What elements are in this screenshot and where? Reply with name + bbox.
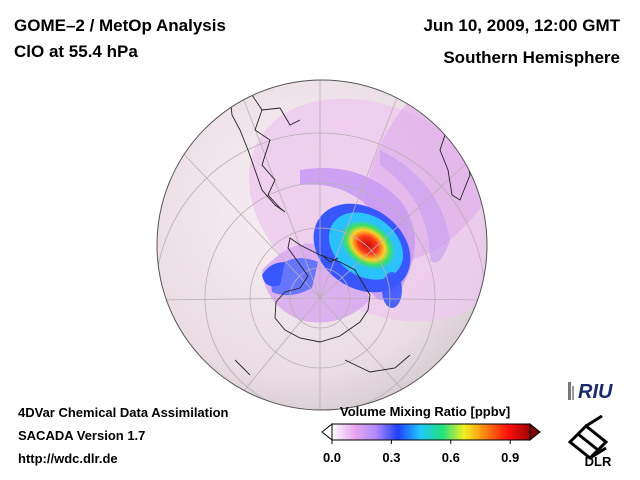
footer-line-1: 4DVar Chemical Data Assimilation xyxy=(18,405,229,420)
globe-outline xyxy=(156,79,488,411)
date-label: Jun 10, 2009, 12:00 GMT xyxy=(423,16,620,35)
colorbar-tick-label: 0.0 xyxy=(323,450,341,465)
title-line-2: ClO at 55.4 hPa xyxy=(14,42,138,61)
riu-logo: RIU xyxy=(568,381,613,403)
footer-line-3: http://wdc.dlr.de xyxy=(18,451,118,466)
colorbar-high-arrow xyxy=(529,422,541,442)
dlr-logo: DLR xyxy=(567,414,612,468)
colorbar-low-arrow xyxy=(321,422,333,442)
colorbar-tick-label: 0.9 xyxy=(501,450,519,465)
region-label: Southern Hemisphere xyxy=(443,48,620,67)
colorbar-scale xyxy=(331,423,531,441)
riu-logo-text: RIU xyxy=(578,381,613,403)
title-line-1: GOME–2 / MetOp Analysis xyxy=(14,16,226,35)
footer-line-2: SACADA Version 1.7 xyxy=(18,428,146,443)
dlr-logo-text: DLR xyxy=(585,454,612,468)
colorbar-label: Volume Mixing Ratio [ppbv] xyxy=(340,404,511,419)
colorbar-tick-label: 0.6 xyxy=(442,450,460,465)
colorbar-tick-label: 0.3 xyxy=(382,450,400,465)
